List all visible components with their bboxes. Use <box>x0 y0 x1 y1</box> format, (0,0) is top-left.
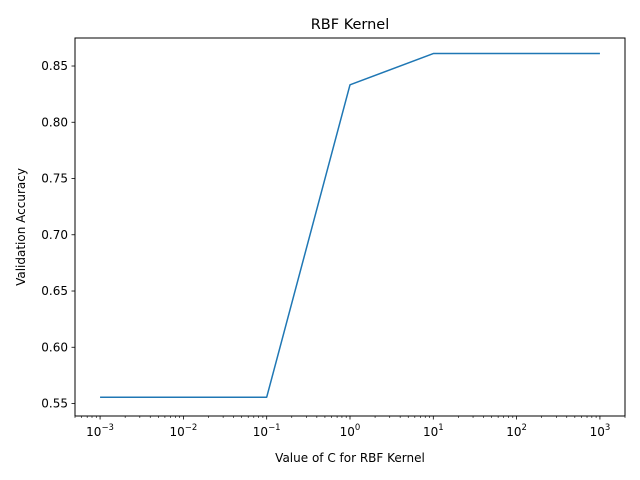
y-tick-label: 0.80 <box>41 115 68 129</box>
x-tick-label: 10−1 <box>253 423 281 439</box>
y-tick-label: 0.70 <box>41 228 68 242</box>
x-tick-label: 102 <box>506 423 527 439</box>
x-tick-label: 101 <box>423 423 444 439</box>
x-tick-label: 10−2 <box>169 423 197 439</box>
plot-area <box>75 38 625 416</box>
series-layer <box>100 52 600 398</box>
x-tick-label: 10−3 <box>86 423 114 439</box>
y-tick-label: 0.60 <box>41 340 68 354</box>
y-ticks: 0.55 0.60 0.65 0.70 0.75 0.80 0.85 <box>41 59 75 411</box>
chart-title: RBF Kernel <box>311 17 390 33</box>
y-tick-label: 0.75 <box>41 172 68 186</box>
y-tick-label: 0.85 <box>41 59 68 73</box>
x-tick-label: 100 <box>340 423 361 439</box>
y-tick-label: 0.55 <box>41 397 68 411</box>
x-ticks: 10−3 10−2 10−1 100 101 102 103 <box>74 416 626 439</box>
axes-frame <box>74 37 626 417</box>
series-line-0 <box>100 52 600 398</box>
x-tick-label: 103 <box>590 423 611 439</box>
y-tick-label: 0.65 <box>41 284 68 298</box>
y-axis-label: Validation Accuracy <box>14 168 28 286</box>
x-axis-label: Value of C for RBF Kernel <box>275 451 425 465</box>
